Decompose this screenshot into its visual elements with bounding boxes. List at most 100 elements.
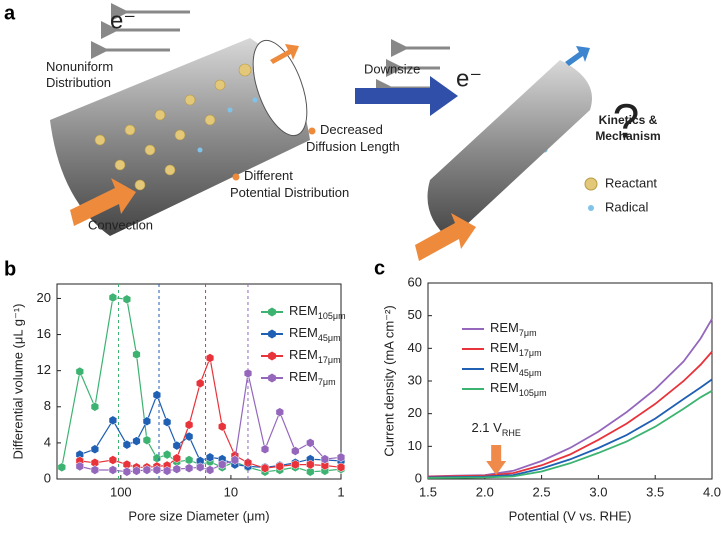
panel-label: c — [374, 257, 385, 279]
x-tick-label: 2.5 — [533, 484, 551, 499]
flow-arrow — [270, 44, 299, 64]
tube — [427, 60, 592, 240]
marker — [108, 292, 118, 303]
marker — [152, 453, 162, 463]
marker — [142, 435, 152, 445]
label-main: REM — [289, 325, 318, 340]
label: REM17μm — [289, 347, 341, 365]
label-main: 2.1 V — [471, 420, 502, 435]
marker — [320, 460, 330, 471]
marker — [132, 349, 141, 360]
x-tick-label: 4.0 — [703, 484, 721, 499]
marker — [172, 440, 181, 451]
x-tick-label: 3.5 — [646, 484, 664, 499]
marker — [132, 466, 141, 476]
tube-end — [252, 39, 308, 137]
y-tick-label: 0 — [44, 470, 51, 485]
marker — [320, 454, 330, 464]
label-subscript: 17μm — [318, 355, 341, 365]
marker — [122, 439, 132, 450]
marker — [142, 416, 152, 426]
y-tick-label: 12 — [37, 362, 51, 377]
marker — [306, 459, 315, 470]
annotation-arrow — [486, 445, 507, 475]
marker — [218, 459, 227, 470]
marker — [230, 455, 240, 465]
marker — [243, 458, 253, 468]
series-line — [61, 296, 342, 473]
marker — [306, 438, 315, 448]
plot-frame — [56, 283, 342, 480]
marker — [108, 415, 118, 426]
nonuniform-label: Nonuniform Distribution — [46, 59, 113, 90]
label-subscript: 7μm — [318, 377, 336, 387]
marker — [184, 420, 194, 430]
y-tick-label: 4 — [44, 434, 51, 449]
y-tick-label: 40 — [408, 340, 422, 355]
y-axis-title: Current density (mA cm⁻²) — [381, 305, 396, 456]
marker — [184, 455, 194, 465]
decreased-label: Decreased Diffusion Length — [306, 122, 400, 154]
reactant-label: Reactant — [605, 175, 657, 190]
marker — [205, 353, 215, 363]
convection-label: Convection — [88, 217, 153, 232]
label-subscript: 105μm — [519, 388, 547, 398]
marker — [196, 378, 205, 389]
question-mark: ? — [613, 96, 640, 149]
label: REM105μm — [289, 303, 346, 321]
marker — [108, 455, 118, 465]
label-main: REM — [289, 303, 318, 318]
marker — [196, 462, 205, 473]
y-axis-title: Differential volume (μL g⁻¹) — [10, 304, 25, 460]
panel-label: a — [4, 2, 16, 24]
marker — [336, 452, 346, 463]
y-tick-label: 20 — [37, 290, 51, 305]
y-tick-label: 8 — [44, 398, 51, 413]
label-main: REM — [289, 369, 318, 384]
marker — [275, 407, 284, 417]
y-tick-label: 50 — [408, 307, 422, 322]
marker — [275, 461, 284, 472]
electron-label: e⁻ — [110, 7, 136, 34]
label: REM105μm — [490, 380, 547, 398]
bullet — [232, 173, 240, 181]
series-line — [427, 390, 713, 479]
marker — [205, 465, 215, 475]
legend-reactant — [584, 177, 598, 191]
y-tick-label: 60 — [408, 274, 422, 289]
legend-marker — [268, 373, 276, 383]
y-tick-label: 0 — [415, 470, 422, 485]
label-subscript: 45μm — [519, 368, 542, 378]
marker — [172, 464, 181, 474]
marker — [260, 444, 270, 454]
kinetics-label: Kinetics & Mechanism — [595, 113, 660, 143]
label: 2.1 VRHE — [471, 420, 520, 438]
label-subscript: 7μm — [519, 328, 537, 338]
convection-arrow — [70, 178, 136, 226]
marker — [75, 366, 84, 377]
marker — [75, 461, 84, 472]
downsize-arrow — [355, 76, 458, 116]
x-axis-title: Pore size Diameter (μm) — [128, 508, 269, 523]
legend-marker — [268, 307, 276, 317]
plot-frame — [427, 282, 713, 480]
x-axis-title: Potential (V vs. RHE) — [509, 508, 632, 523]
label-subscript: 17μm — [519, 348, 542, 358]
marker — [218, 421, 227, 432]
y-tick-label: 30 — [408, 372, 422, 387]
y-tick-label: 16 — [37, 326, 51, 341]
marker — [152, 465, 162, 475]
marker — [243, 368, 253, 379]
marker — [172, 453, 181, 463]
marker — [291, 446, 300, 456]
label: REM45μm — [490, 360, 542, 378]
label: REM45μm — [289, 325, 341, 343]
marker — [336, 462, 346, 473]
marker — [205, 452, 215, 463]
marker — [162, 449, 172, 460]
y-tick-label: 20 — [408, 405, 422, 420]
x-tick-label: 3.0 — [589, 484, 607, 499]
marker — [90, 465, 100, 475]
marker — [184, 463, 194, 473]
marker — [291, 459, 300, 470]
